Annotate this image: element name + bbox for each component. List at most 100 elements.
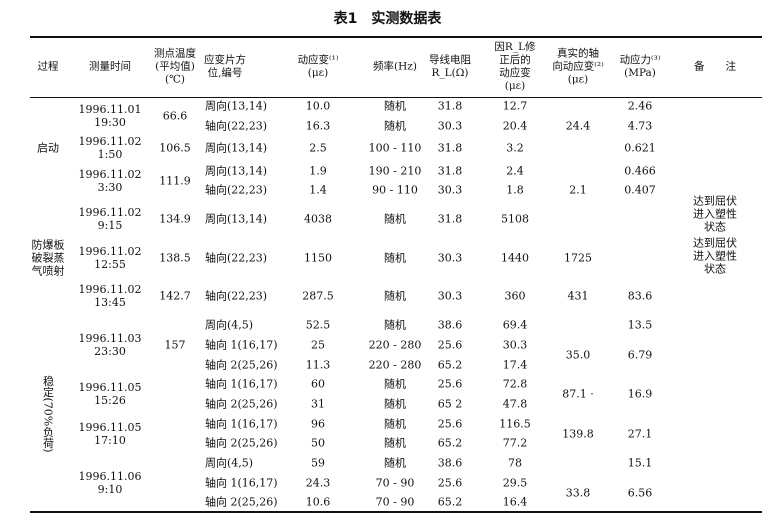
cell-true-axial-strain: 431: [567, 289, 589, 303]
cell-dynamic-stress: 13.5: [627, 318, 653, 332]
cell-orientation: 周向(4,5): [205, 318, 254, 332]
cell-frequency: 220 - 280: [368, 358, 422, 372]
cell-corrected-strain: 72.8: [502, 377, 528, 391]
header-temperature: 测点温度 (平均值) (℃): [154, 47, 196, 86]
cell-dynamic-strain: 25: [311, 338, 325, 352]
cell-true-axial-strain: 24.4: [565, 119, 591, 133]
cell-frequency: 随机: [384, 289, 406, 303]
cell-frequency: 随机: [384, 99, 406, 113]
cell-dynamic-stress: 6.56: [627, 486, 653, 499]
top-rule: [30, 36, 762, 38]
cell-resistance: 30.3: [437, 289, 463, 303]
cell-remark: 达到屈伏 进入塑性 状态: [693, 236, 737, 276]
cell-corrected-strain: 360: [504, 289, 526, 303]
cell-process: 启动: [37, 141, 59, 155]
cell-orientation: 轴向 2(25,26): [205, 436, 278, 450]
cell-orientation: 周向(13,14): [205, 141, 268, 155]
header-resistance: 导线电阻 R_L(Ω): [429, 54, 471, 79]
cell-process: 稳定(70%负荷): [41, 374, 55, 453]
cell-orientation: 轴向(22,23): [205, 183, 268, 197]
header-process: 过程: [37, 60, 59, 73]
cell-dynamic-strain: 11.3: [305, 358, 331, 372]
cell-resistance: 31.8: [437, 99, 463, 113]
cell-remark: 达到屈伏 进入塑性 状态: [693, 194, 737, 234]
cell-temperature: 142.7: [159, 289, 191, 303]
cell-frequency: 随机: [384, 251, 406, 265]
cell-time: 1996.11.05 15:26: [78, 381, 142, 407]
cell-resistance: 65.2: [437, 495, 463, 509]
cell-frequency: 70 - 90: [375, 495, 415, 509]
cell-resistance: 25.6: [437, 338, 463, 352]
cell-orientation: 周向(13,14): [205, 164, 268, 178]
cell-resistance: 65 2: [437, 397, 463, 411]
cell-dynamic-strain: 10.6: [305, 495, 331, 509]
cell-dynamic-strain: 50: [311, 436, 325, 450]
cell-time: 1996.11.03 23:30: [78, 332, 142, 358]
cell-corrected-strain: 20.4: [502, 119, 528, 133]
cell-true-axial-strain: 35.0: [565, 348, 591, 362]
cell-frequency: 随机: [384, 318, 406, 332]
cell-dynamic-stress: 0.407: [624, 183, 656, 197]
cell-time: 1996.11.02 12:55: [78, 245, 142, 271]
cell-orientation: 轴向 2(25,26): [205, 358, 278, 372]
cell-resistance: 30.3: [437, 251, 463, 265]
cell-temperature: 106.5: [159, 141, 191, 155]
cell-frequency: 随机: [384, 436, 406, 450]
header-dynamic-stress: 动应力⁽³⁾ (MPa): [619, 54, 661, 79]
cell-corrected-strain: 30.3: [502, 338, 528, 352]
cell-temperature: 111.9: [159, 174, 191, 187]
header-frequency: 频率(Hz): [373, 60, 417, 73]
cell-corrected-strain: 78: [508, 456, 522, 470]
cell-resistance: 31.8: [437, 212, 463, 226]
cell-dynamic-strain: 31: [311, 397, 325, 411]
cell-dynamic-strain: 1.9: [309, 164, 327, 178]
cell-frequency: 随机: [384, 456, 406, 470]
cell-orientation: 轴向 2(25,26): [205, 397, 278, 411]
cell-dynamic-strain: 2.5: [309, 141, 327, 155]
cell-true-axial-strain: 1725: [564, 251, 592, 265]
cell-frequency: 随机: [384, 119, 406, 133]
cell-orientation: 周向(13,14): [205, 212, 268, 226]
cell-frequency: 100 - 110: [368, 141, 422, 155]
cell-corrected-strain: 16.4: [502, 495, 528, 509]
cell-frequency: 190 - 210: [368, 164, 422, 178]
cell-dynamic-strain: 4038: [304, 212, 332, 226]
cell-resistance: 38.6: [437, 456, 463, 470]
cell-orientation: 轴向 1(16,17): [205, 377, 278, 391]
cell-true-axial-strain: 87.1 ·: [562, 387, 594, 401]
cell-dynamic-stress: 83.6: [627, 289, 653, 303]
cell-dynamic-strain: 16.3: [305, 119, 331, 133]
table-title: 表1 实测数据表: [333, 11, 442, 27]
cell-temperature: 134.9: [159, 212, 191, 226]
bottom-rule: [30, 511, 762, 513]
cell-dynamic-strain: 1.4: [309, 183, 327, 197]
cell-corrected-strain: 2.4: [506, 164, 524, 178]
cell-temperature: 138.5: [159, 251, 191, 265]
cell-resistance: 65.2: [437, 436, 463, 450]
cell-resistance: 30.3: [437, 183, 463, 197]
cell-resistance: 25.6: [437, 377, 463, 391]
cell-corrected-strain: 1440: [501, 251, 529, 265]
cell-frequency: 随机: [384, 417, 406, 431]
cell-corrected-strain: 5108: [501, 212, 529, 226]
cell-dynamic-stress: 4.73: [627, 119, 653, 133]
cell-orientation: 轴向 1(16,17): [205, 417, 278, 431]
cell-frequency: 随机: [384, 212, 406, 226]
cell-true-axial-strain: 139.8: [562, 427, 594, 440]
cell-dynamic-strain: 52.5: [305, 318, 331, 332]
cell-dynamic-stress: 15.1: [627, 456, 653, 470]
cell-orientation: 轴向(22,23): [205, 119, 268, 133]
cell-frequency: 随机: [384, 377, 406, 391]
cell-frequency: 90 - 110: [372, 183, 418, 197]
cell-orientation: 周向(13,14): [205, 99, 268, 113]
cell-resistance: 30.3: [437, 119, 463, 133]
cell-dynamic-strain: 287.5: [302, 289, 334, 303]
cell-resistance: 31.8: [437, 164, 463, 178]
cell-dynamic-strain: 60: [311, 377, 325, 391]
header-rule: [30, 97, 762, 98]
cell-orientation: 轴向 1(16,17): [205, 476, 278, 490]
cell-temperature: 66.6: [162, 109, 188, 123]
cell-dynamic-strain: 10.0: [305, 99, 331, 113]
cell-orientation: 周向(4,5): [205, 456, 254, 470]
cell-time: 1996.11.06 9:10: [78, 469, 142, 496]
